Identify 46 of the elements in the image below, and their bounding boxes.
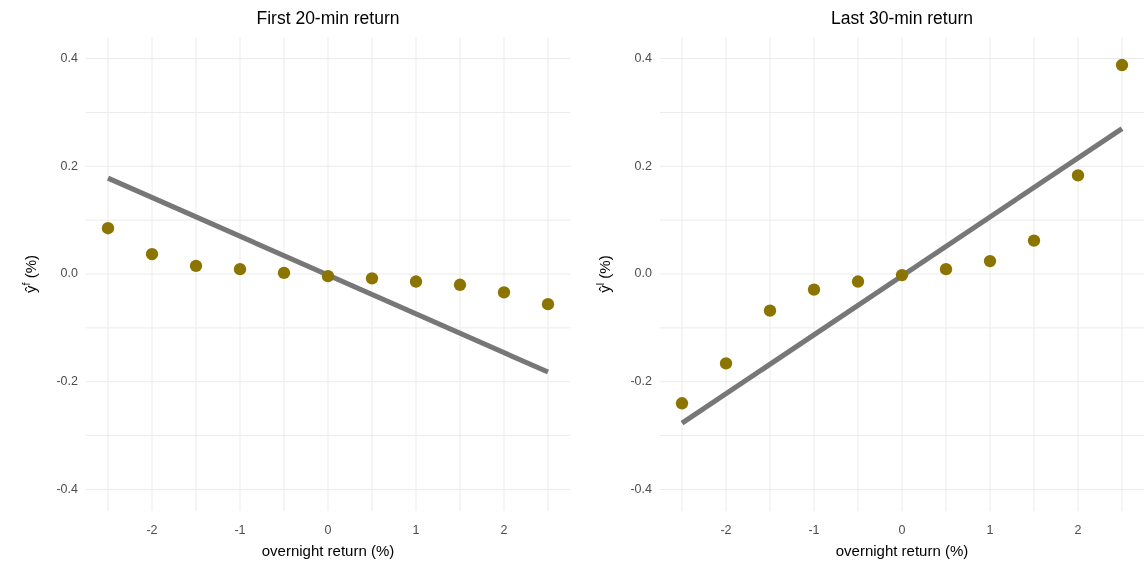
y-tick-label: 0.2 [60, 158, 79, 173]
point [233, 262, 247, 276]
x-tick-label: 1 [412, 523, 420, 538]
x-tick-label: 2 [1074, 523, 1082, 538]
point [541, 298, 555, 311]
x-tick-label: -1 [234, 523, 246, 538]
y-tick-label: -0.4 [630, 481, 653, 496]
point [101, 222, 115, 235]
point [409, 275, 423, 288]
x-tick-label: 0 [898, 523, 906, 538]
y-tick-label: -0.4 [56, 481, 79, 496]
y-tick-label: 0.0 [634, 266, 653, 281]
x-axis-title: overnight return (%) [261, 542, 395, 559]
point [453, 278, 467, 291]
point [895, 268, 909, 282]
chart-title: Last 30-min return [830, 8, 974, 28]
point [497, 286, 511, 299]
x-tick-label: -2 [146, 523, 158, 538]
chart-title: First 20-min return [256, 8, 400, 28]
x-tick-label: -1 [808, 523, 820, 538]
point [983, 254, 997, 268]
y-tick-label: 0.2 [634, 158, 653, 173]
point [189, 259, 203, 273]
y-tick-label: -0.2 [56, 374, 79, 389]
point [1071, 169, 1085, 182]
point [851, 275, 865, 288]
x-tick-label: 1 [986, 523, 994, 538]
x-tick-label: 0 [324, 523, 332, 538]
point [145, 247, 159, 261]
point [763, 304, 777, 317]
point [321, 269, 335, 283]
y-tick-label: -0.2 [630, 374, 653, 389]
point [939, 262, 953, 276]
point [1027, 234, 1041, 247]
point [675, 397, 689, 410]
x-axis-title: overnight return (%) [835, 542, 969, 559]
y-tick-label: 0.4 [60, 50, 79, 65]
x-tick-label: 2 [500, 523, 508, 538]
point [277, 266, 291, 280]
y-tick-label: 0.0 [60, 266, 79, 281]
point [719, 357, 733, 370]
x-tick-label: -2 [720, 523, 732, 538]
y-tick-label: 0.4 [634, 50, 653, 65]
point [365, 272, 379, 285]
point [1115, 58, 1129, 72]
point [807, 283, 821, 296]
